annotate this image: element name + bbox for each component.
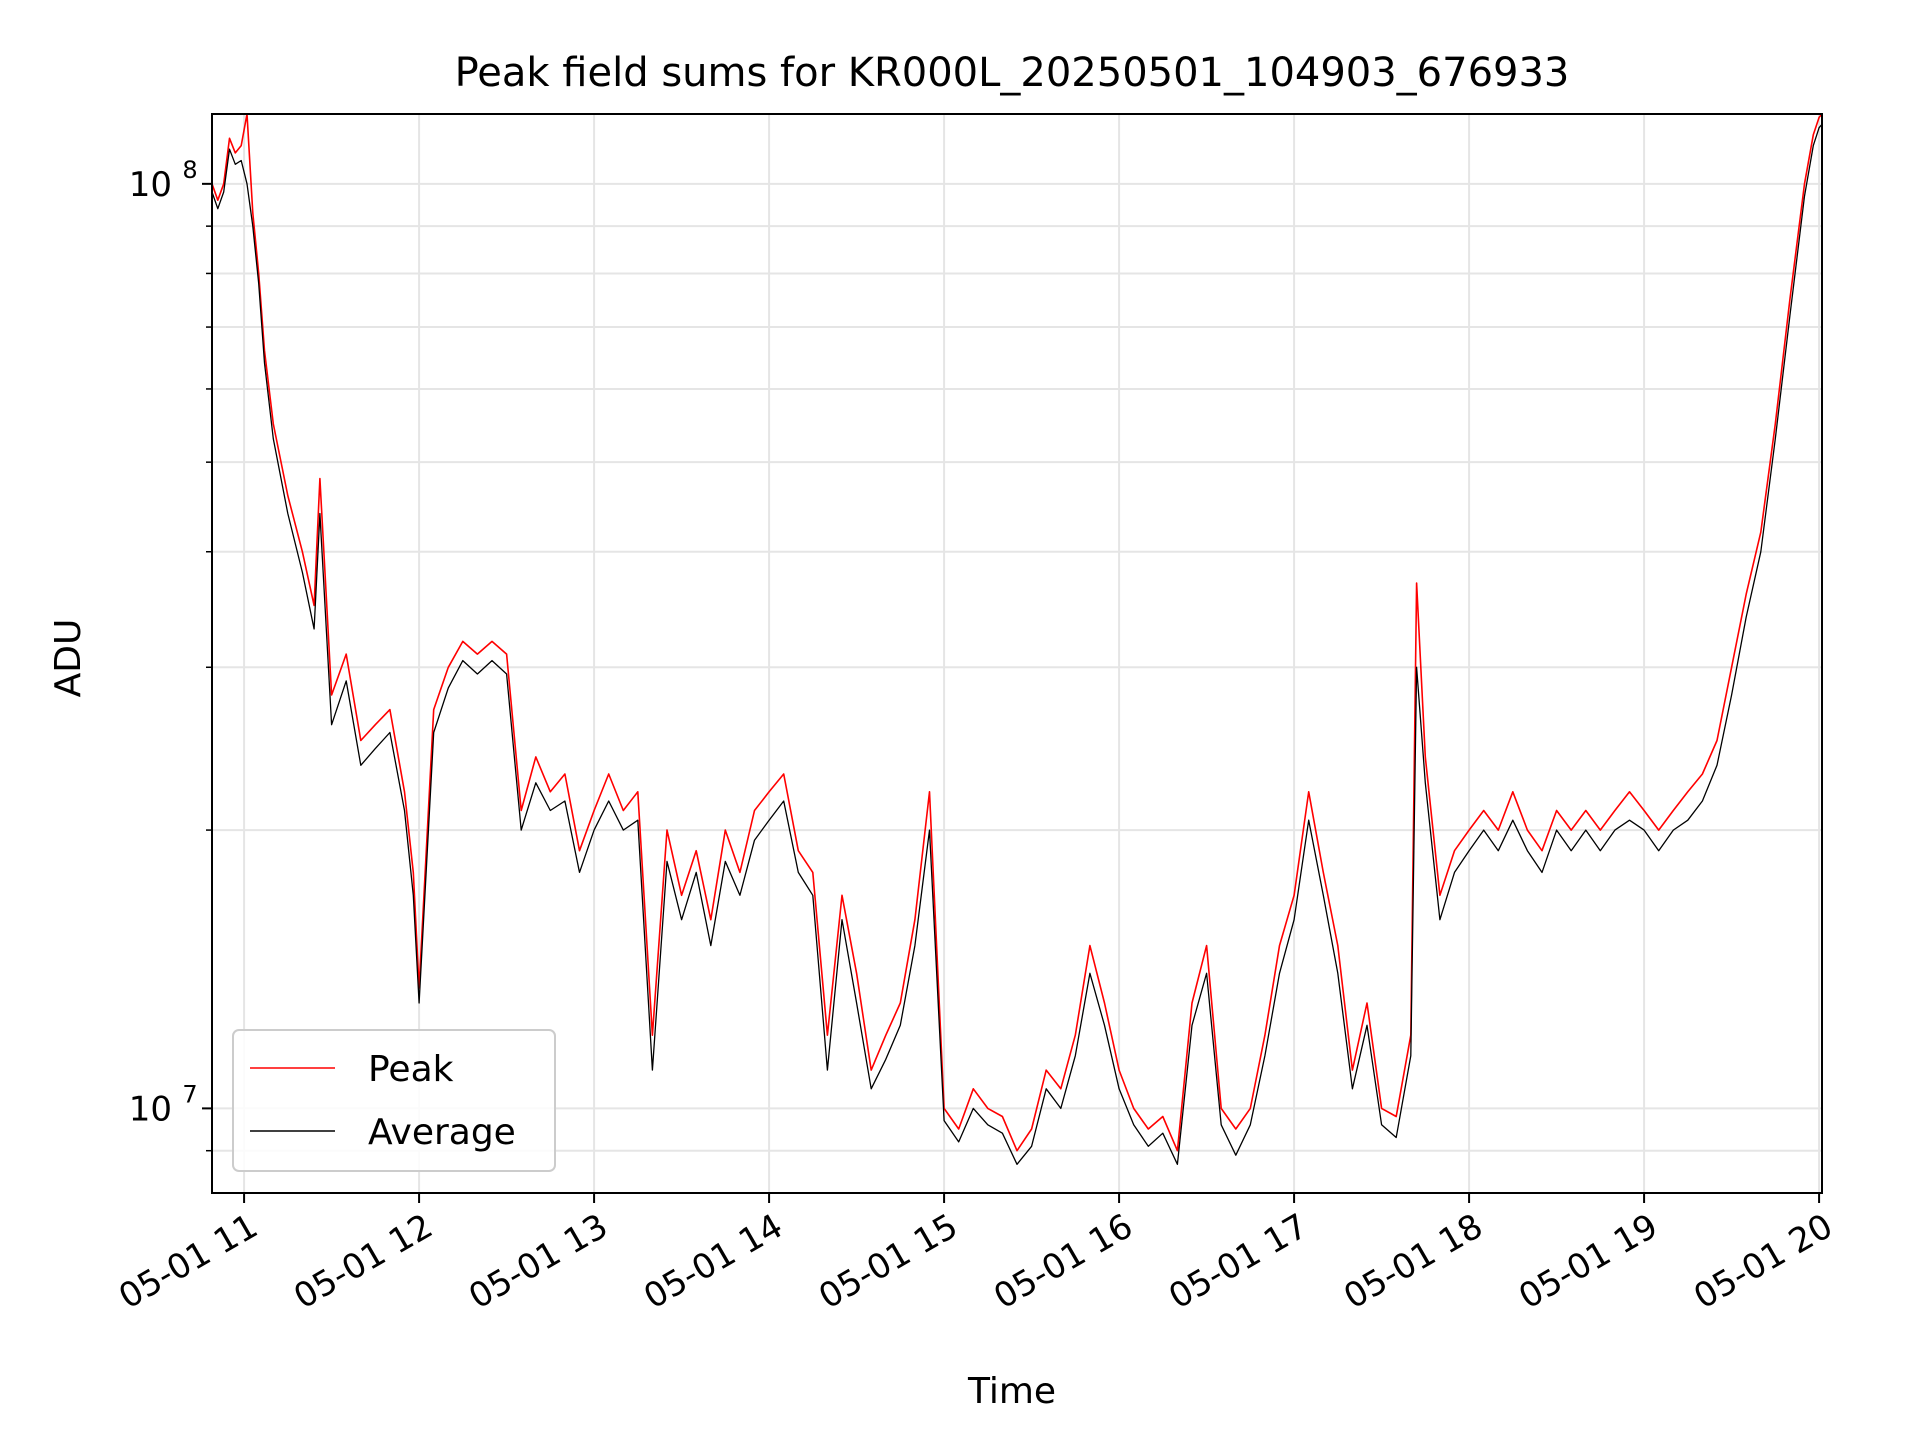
x-axis-label: Time xyxy=(967,1371,1056,1412)
legend: Peak Average xyxy=(232,1029,556,1172)
axes-frame xyxy=(211,113,1823,1194)
series-line-average xyxy=(211,123,1823,1165)
y-axis-label: ADU xyxy=(48,619,89,698)
series-lines xyxy=(211,113,1823,1165)
y-tick-label: 10 xyxy=(129,165,172,205)
legend-label-peak: Peak xyxy=(368,1049,454,1090)
legend-label-average: Average xyxy=(368,1112,516,1153)
y-tick-exponent: 7 xyxy=(182,1080,197,1108)
series-line-peak xyxy=(211,113,1823,1152)
chart-title: Peak field sums for KR000L_20250501_1049… xyxy=(455,50,1570,96)
y-tick-label: 10 xyxy=(129,1089,172,1129)
legend-box xyxy=(232,1029,556,1172)
y-tick-exponent: 8 xyxy=(182,156,197,184)
